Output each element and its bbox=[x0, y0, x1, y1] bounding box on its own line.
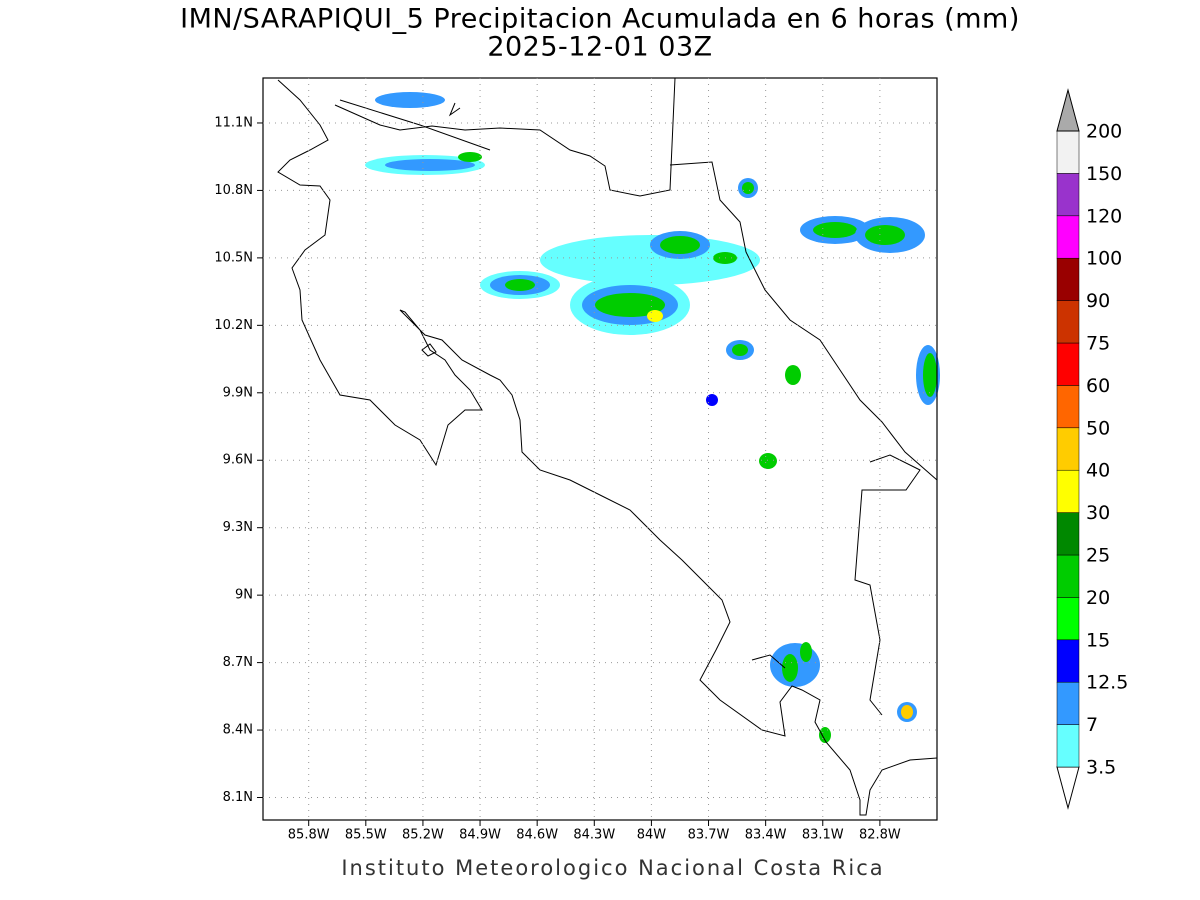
colorbar-label: 7 bbox=[1086, 714, 1098, 736]
x-tick-label: 82.8W bbox=[859, 828, 901, 843]
y-tick-label: 10.2N bbox=[214, 318, 253, 333]
colorbar-label: 3.5 bbox=[1086, 757, 1116, 779]
colorbar-box bbox=[1056, 342, 1080, 386]
y-tick-label: 10.8N bbox=[214, 183, 253, 198]
x-tick-label: 83.7W bbox=[688, 828, 730, 843]
colorbar-box bbox=[1056, 427, 1080, 471]
colorbar-box bbox=[1056, 215, 1080, 259]
x-tick-label: 85.2W bbox=[402, 828, 444, 843]
colorbar-label: 40 bbox=[1086, 460, 1110, 482]
x-tick-label: 85.5W bbox=[345, 828, 387, 843]
colorbar-triangle bbox=[1056, 88, 1080, 132]
colorbar-label: 25 bbox=[1086, 545, 1110, 567]
x-tick-label: 85.8W bbox=[288, 828, 330, 843]
y-tick-label: 10.5N bbox=[214, 250, 253, 265]
colorbar-box bbox=[1056, 597, 1080, 641]
x-tick-label: 84.9W bbox=[459, 828, 501, 843]
colorbar-label: 60 bbox=[1086, 375, 1110, 397]
colorbar-label: 200 bbox=[1086, 121, 1122, 143]
colorbar-label: 120 bbox=[1086, 205, 1122, 227]
x-tick-label: 84W bbox=[637, 828, 667, 843]
colorbar-box bbox=[1056, 130, 1080, 174]
title: IMN/SARAPIQUI_5 Precipitacion Acumulada … bbox=[180, 4, 1020, 35]
y-tick-label: 11.1N bbox=[214, 115, 253, 130]
colorbar-box bbox=[1056, 300, 1080, 344]
y-tick-label: 8.4N bbox=[223, 723, 253, 738]
colorbar-label: 50 bbox=[1086, 417, 1110, 439]
map-frame bbox=[262, 77, 938, 821]
precip-field bbox=[365, 92, 940, 743]
colorbar-triangle bbox=[1056, 766, 1080, 810]
colorbar-box bbox=[1056, 469, 1080, 513]
colorbar-box bbox=[1056, 724, 1080, 768]
colorbar-label: 12.5 bbox=[1086, 672, 1128, 694]
colorbar-label: 20 bbox=[1086, 587, 1110, 609]
subtitle: 2025-12-01 03Z bbox=[487, 32, 712, 63]
colorbar-box bbox=[1056, 554, 1080, 598]
colorbar-box bbox=[1056, 257, 1080, 301]
colorbar-box bbox=[1056, 173, 1080, 217]
colorbar-label: 150 bbox=[1086, 163, 1122, 185]
y-tick-label: 8.7N bbox=[223, 655, 253, 670]
x-tick-label: 83.1W bbox=[802, 828, 844, 843]
colorbar-label: 100 bbox=[1086, 248, 1122, 270]
colorbar-label: 15 bbox=[1086, 629, 1110, 651]
colorbar-box bbox=[1056, 512, 1080, 556]
y-tick-label: 9.3N bbox=[223, 520, 253, 535]
y-tick-label: 9.6N bbox=[223, 453, 253, 468]
colorbar-label: 30 bbox=[1086, 502, 1110, 524]
y-tick-label: 9.9N bbox=[223, 385, 253, 400]
x-tick-label: 84.6W bbox=[516, 828, 558, 843]
footer: Instituto Meteorologico Nacional Costa R… bbox=[341, 856, 884, 880]
colorbar-box bbox=[1056, 639, 1080, 683]
colorbar-label: 90 bbox=[1086, 290, 1110, 312]
x-tick-label: 84.3W bbox=[573, 828, 615, 843]
y-tick-label: 8.1N bbox=[223, 790, 253, 805]
y-tick-label: 9N bbox=[235, 588, 253, 603]
colorbar-box bbox=[1056, 385, 1080, 429]
colorbar-box bbox=[1056, 681, 1080, 725]
x-tick-label: 83.4W bbox=[745, 828, 787, 843]
colorbar-label: 75 bbox=[1086, 333, 1110, 355]
coastlines bbox=[277, 77, 938, 816]
